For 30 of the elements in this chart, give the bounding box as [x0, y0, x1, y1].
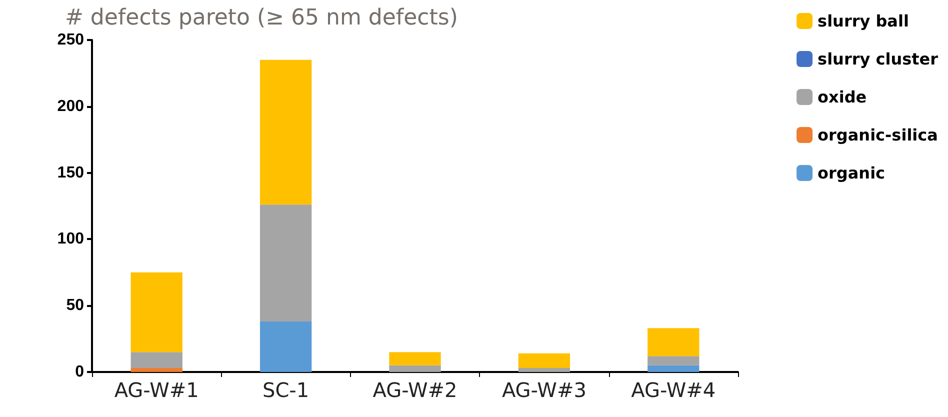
y-tick-label: 100 [57, 230, 84, 248]
bar [260, 60, 312, 205]
x-tick-label: SC-1 [262, 378, 310, 402]
bar [648, 356, 700, 366]
bar [648, 365, 700, 372]
x-tick-label: AG-W#3 [502, 378, 586, 402]
x-tick-label: AG-W#2 [372, 378, 458, 402]
chart-title: # defects pareto (≥ 65 nm defects) [65, 6, 458, 30]
legend-label: organic-silica [818, 126, 938, 144]
bar [648, 328, 700, 356]
y-tick-label: 0 [75, 364, 84, 380]
y-tick-label: 150 [57, 164, 84, 182]
y-tick-label: 50 [66, 297, 84, 314]
bar [518, 368, 570, 372]
x-tick-label: AG-W#4 [631, 378, 716, 402]
bar [260, 204, 312, 322]
bar [389, 365, 441, 372]
legend-label: slurry cluster [818, 50, 938, 68]
bar [130, 368, 182, 372]
bar [260, 322, 312, 372]
legend-label: slurry ball [818, 12, 909, 30]
bar [130, 272, 182, 352]
bar [130, 352, 182, 368]
bar [518, 353, 570, 368]
bar [389, 352, 441, 366]
legend-label: organic [818, 164, 886, 182]
legend-label: oxide [818, 88, 867, 106]
x-tick-label: AG-W#1 [114, 378, 199, 402]
y-tick-label: 250 [57, 32, 84, 48]
y-tick-label: 200 [57, 98, 84, 115]
